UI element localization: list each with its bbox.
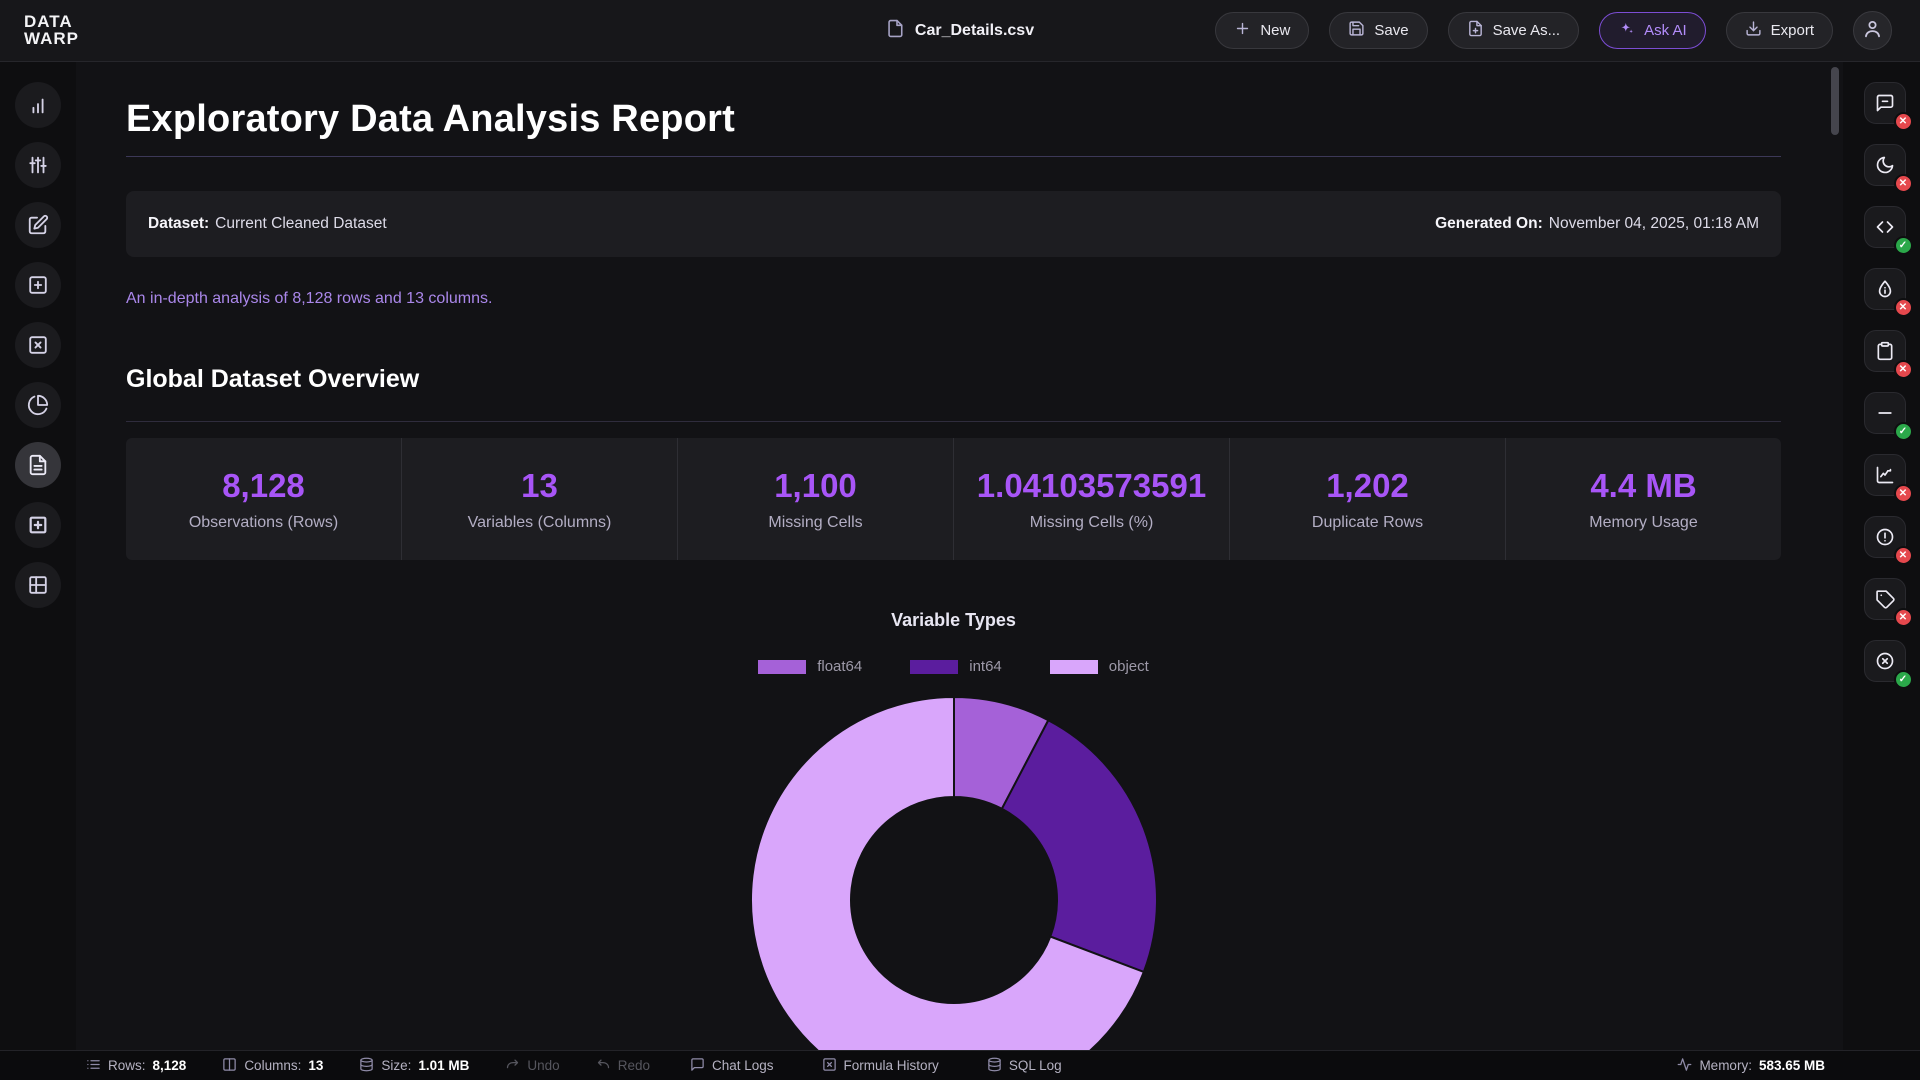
x-square-icon[interactable] <box>15 322 61 368</box>
status-badge: ✓ <box>1893 422 1913 441</box>
activity-icon <box>1677 1057 1692 1075</box>
legend-item-int64[interactable]: int64 <box>910 658 1002 675</box>
x-circle-icon[interactable]: ✓ <box>1863 640 1913 689</box>
report-meta-bar: Dataset: Current Cleaned Dataset Generate… <box>126 191 1781 257</box>
file-plus-icon <box>1467 20 1484 41</box>
file-report-icon[interactable] <box>15 442 61 488</box>
legend-swatch <box>910 659 959 674</box>
left-sidebar <box>0 62 76 1050</box>
stat-card-rows: 8,128 Observations (Rows) <box>126 438 402 560</box>
save-icon <box>1348 20 1365 41</box>
legend-swatch <box>1049 659 1098 674</box>
edit-square-icon[interactable] <box>15 202 61 248</box>
chat-icon <box>690 1057 705 1075</box>
current-file: Car_Details.csv <box>886 19 1034 43</box>
plus-square-icon[interactable] <box>15 262 61 308</box>
stat-card-columns: 13 Variables (Columns) <box>402 438 678 560</box>
file-icon <box>886 19 905 43</box>
chat-logs-button[interactable]: Chat Logs <box>690 1057 774 1075</box>
status-badge: ✕ <box>1893 546 1913 565</box>
chart-title: Variable Types <box>891 610 1016 630</box>
logo-line-2: WARP <box>24 28 79 48</box>
sql-log-button[interactable]: SQL Log <box>987 1057 1062 1075</box>
status-badge: ✓ <box>1893 236 1913 255</box>
code-icon[interactable]: ✓ <box>1863 206 1913 255</box>
stat-card-memory: 4.4 MB Memory Usage <box>1589 466 1698 531</box>
columns-status: Columns: 13 <box>222 1057 323 1075</box>
statusbar-left: Rows: 8,128 Columns: 13 Size: 1.01 MB Undo … <box>86 1057 650 1075</box>
top-bar: DATA WARP Car_Details.csv New Save Save … <box>0 0 1920 62</box>
undo-button[interactable]: Undo <box>505 1057 560 1075</box>
alert-circle-icon[interactable]: ✕ <box>1863 516 1913 565</box>
status-badge: ✕ <box>1893 174 1913 193</box>
status-badge: ✕ <box>1893 360 1913 379</box>
sparkle-icon <box>1618 20 1635 41</box>
statusbar-middle: Chat Logs Formula History SQL Log <box>690 1057 1062 1075</box>
status-badge: ✕ <box>1893 608 1913 627</box>
report-panel: Exploratory Data Analysis Report Dataset… <box>76 62 1843 1050</box>
download-icon <box>1745 20 1762 41</box>
line-chart-icon[interactable]: ✕ <box>1863 454 1913 503</box>
status-badge: ✕ <box>1893 112 1913 131</box>
bar-chart-icon[interactable] <box>15 82 61 128</box>
rows-status: Rows: 8,128 <box>86 1057 186 1075</box>
redo-icon <box>596 1057 611 1075</box>
stat-card-missing-cells: 1,100 Missing Cells <box>678 438 954 560</box>
message-square-minus-icon[interactable]: ✕ <box>1863 82 1913 131</box>
app-logo: DATA WARP <box>24 12 79 48</box>
insert-square-icon[interactable] <box>15 502 61 548</box>
donut-slice-object[interactable] <box>749 695 1145 1050</box>
legend-item-object[interactable]: object <box>1049 658 1149 675</box>
ask-ai-button[interactable]: Ask AI <box>1599 12 1706 49</box>
logo-line-1: DATA <box>24 12 73 32</box>
export-button[interactable]: Export <box>1725 12 1833 49</box>
status-badge: ✕ <box>1893 298 1913 317</box>
vertical-scrollbar[interactable] <box>1831 67 1839 135</box>
columns-icon <box>222 1057 237 1075</box>
legend-item-float64[interactable]: float64 <box>758 658 862 675</box>
status-badge: ✕ <box>1893 484 1913 503</box>
stats-row: 8,128 Observations (Rows) 13 Variables (… <box>126 438 1781 560</box>
droplet-info-icon[interactable]: ✕ <box>1863 268 1913 317</box>
grid-table-icon[interactable] <box>15 562 61 608</box>
status-badge: ✓ <box>1893 670 1913 689</box>
moon-icon[interactable]: ✕ <box>1863 144 1913 193</box>
clipboard-icon[interactable]: ✕ <box>1863 330 1913 379</box>
function-square-icon <box>822 1057 837 1075</box>
dataset-info: Dataset: Current Cleaned Dataset <box>148 215 387 232</box>
file-name-label: Car_Details.csv <box>914 21 1035 39</box>
plus-icon <box>1234 20 1251 41</box>
right-sidebar: ✕ ✕ ✓ ✕ ✕ ✓ ✕ ✕ ✕ ✓ <box>1849 62 1920 1050</box>
status-bar: Rows: 8,128 Columns: 13 Size: 1.01 MB Undo … <box>0 1050 1920 1080</box>
list-icon <box>86 1057 101 1075</box>
donut-chart <box>126 690 1781 1050</box>
legend-swatch <box>758 659 807 674</box>
new-button[interactable]: New <box>1215 12 1310 49</box>
user-icon <box>1862 18 1883 44</box>
user-avatar-button[interactable] <box>1853 11 1892 50</box>
report-summary: An in-depth analysis of 8,128 rows and 1… <box>126 290 493 307</box>
sliders-icon[interactable] <box>15 142 61 188</box>
tag-icon[interactable]: ✕ <box>1863 578 1913 627</box>
size-status: Size: 1.01 MB <box>359 1057 469 1075</box>
database-icon <box>987 1057 1002 1075</box>
memory-status: Memory: 583.65 MB <box>1677 1057 1825 1075</box>
stat-card-duplicates: 1,202 Duplicate Rows <box>1230 438 1506 560</box>
save-as-button[interactable]: Save As... <box>1447 12 1580 49</box>
undo-icon <box>505 1057 520 1075</box>
chart-legend: float64 int64 object <box>126 658 1781 675</box>
stat-card-missing-pct: 1.04103573591 Missing Cells (%) <box>954 438 1230 560</box>
formula-history-button[interactable]: Formula History <box>822 1057 939 1075</box>
donut-slice-int64[interactable] <box>1000 718 1158 974</box>
generated-info: Generated On: November 04, 2025, 01:18 AM <box>1435 215 1759 232</box>
minus-icon[interactable]: ✓ <box>1863 392 1913 441</box>
overview-section-title: Global Dataset Overview <box>126 365 1781 422</box>
topbar-actions: New Save Save As... Ask AI Export <box>1215 11 1892 50</box>
save-button[interactable]: Save <box>1329 12 1428 49</box>
database-icon <box>359 1057 374 1075</box>
pie-chart-icon[interactable] <box>15 382 61 428</box>
redo-button[interactable]: Redo <box>596 1057 650 1075</box>
report-title: Exploratory Data Analysis Report <box>126 98 1781 157</box>
